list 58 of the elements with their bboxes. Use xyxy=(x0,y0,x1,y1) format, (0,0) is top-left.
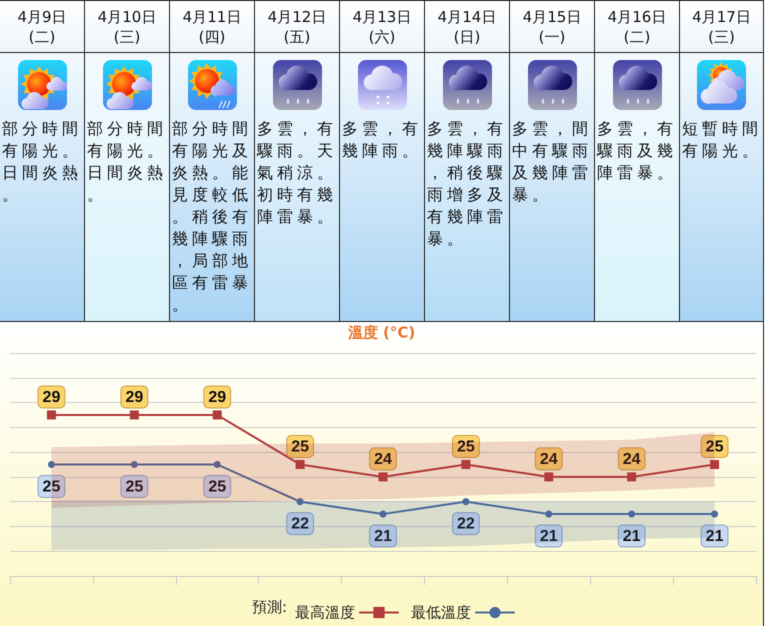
data-label: 21 xyxy=(622,528,641,546)
point xyxy=(130,410,139,420)
text: 短暫時間有陽光。 xyxy=(681,118,763,162)
chart-title: 溫度 (°C) xyxy=(346,324,416,342)
point xyxy=(462,498,470,506)
category-label: 4月11日 (四) xyxy=(170,1,254,53)
text: 多雲，有驟雨及幾陣雷暴。 xyxy=(596,118,678,184)
point xyxy=(461,460,470,469)
data-label: 22 xyxy=(291,516,310,533)
point xyxy=(627,472,636,482)
point xyxy=(544,472,554,482)
point xyxy=(380,510,386,518)
category-label: 4月17日 (三) xyxy=(680,1,763,53)
data-label: 24 xyxy=(374,450,392,468)
point xyxy=(212,410,222,420)
legend-label: 最低溫度 xyxy=(411,604,471,622)
data-label: 21 xyxy=(540,528,558,546)
text: 多雲，有驟雨。天氣稍涼。初時有幾陣雷暴。 xyxy=(256,118,338,228)
data-label: 22 xyxy=(456,516,475,533)
text: 多雲，間中有驟雨及幾陣雷暴。 xyxy=(511,118,593,206)
point xyxy=(711,510,718,518)
category-label: 4月13日 (六) xyxy=(340,1,424,53)
category-label: 4月10日 (三) xyxy=(85,1,169,53)
text: 多雲，有幾陣驟雨，稍後驟雨增多及有幾陣雷暴。 xyxy=(426,118,508,250)
text: 部分時間有陽光。日間炎熱。 xyxy=(1,118,83,206)
data-label: 29 xyxy=(42,388,60,406)
text: 多雲，有幾陣雨。 xyxy=(341,118,423,162)
text: 部分時間有陽光及炎熱。能見度較低。稍後有幾陣驟雨，局部地區有雷暴。 xyxy=(172,119,252,314)
data-label: 21 xyxy=(374,528,392,546)
legend-label: 最高溫度 xyxy=(295,604,355,622)
point xyxy=(46,410,56,420)
data-label: 21 xyxy=(706,528,724,546)
category-label: 4月9日 (二) xyxy=(0,1,84,53)
point xyxy=(378,472,388,482)
data-label: 25 xyxy=(456,438,475,456)
point xyxy=(130,461,138,468)
data-label: 24 xyxy=(622,450,641,468)
text: 部分時間有陽光。日間炎熱。 xyxy=(86,118,168,206)
data-label: 29 xyxy=(125,388,144,406)
point xyxy=(628,510,636,518)
data-label: 24 xyxy=(540,450,558,468)
point xyxy=(545,510,552,518)
category-label: 4月14日 (日) xyxy=(425,1,509,53)
data-label: 25 xyxy=(42,478,60,496)
data-label: 29 xyxy=(208,388,226,406)
point xyxy=(296,460,305,469)
data-label: 25 xyxy=(125,478,144,496)
legend-title: 預測: xyxy=(252,598,287,616)
point xyxy=(296,498,304,506)
point xyxy=(214,461,221,468)
category-label: 4月12日 (五) xyxy=(255,1,339,53)
data-label: 25 xyxy=(291,438,310,456)
point xyxy=(710,460,720,469)
point xyxy=(48,461,55,468)
category-label: 4月15日 (一) xyxy=(510,1,594,53)
data-label: 25 xyxy=(706,438,724,456)
data-label: 25 xyxy=(208,478,226,496)
category-label: 4月16日 (二) xyxy=(595,1,679,53)
